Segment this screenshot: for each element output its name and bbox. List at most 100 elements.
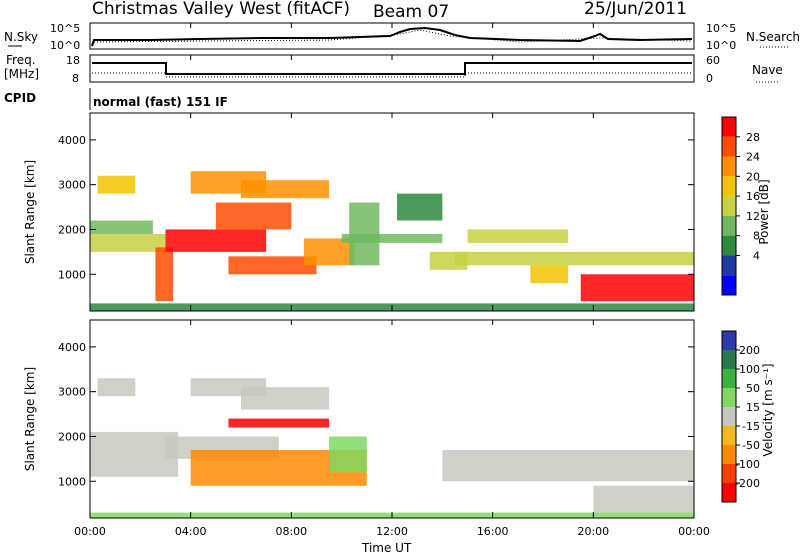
noise-search-trace: [93, 29, 693, 43]
power-region-10: [341, 233, 443, 243]
power-colorbar-swatch: [722, 156, 736, 177]
power-region-8: [228, 256, 317, 275]
velocity-y-axis-label: Slant Range [km]: [23, 367, 37, 471]
power-region-3: [155, 247, 174, 302]
power-colorbar-swatch: [722, 117, 736, 137]
beam-label: Beam 07: [373, 2, 449, 22]
y-tick-label: 4000: [58, 134, 86, 147]
velocity-colorbar-swatch: [722, 350, 736, 369]
power-region-2: [97, 175, 136, 194]
frequency-trace: [92, 62, 692, 75]
power-colorbar-tick-label: 28: [746, 131, 760, 144]
power-colorbar-tick-label: 24: [746, 151, 760, 164]
cpid-label: CPID: [4, 91, 36, 105]
time-x-axis: 00:00 04:00 08:00 12:00 16:00 20:00 00:00: [74, 23, 710, 538]
velocity-y-axis: 4000 3000 2000 1000: [58, 341, 694, 488]
velocity-panel: 4000 3000 2000 1000 Slant Range [km]: [23, 319, 695, 519]
freq-left-tick-bottom: 8: [72, 72, 79, 85]
power-colorbar-tick-label: 8: [753, 230, 760, 243]
velocity-region-0: [90, 431, 179, 477]
nave-label: Nave: [752, 63, 783, 77]
noise-sky-trace: [91, 26, 693, 47]
power-region-14: [454, 251, 694, 266]
velocity-region-1: [97, 378, 136, 397]
power-colorbar-swatch: [722, 176, 736, 197]
velocity-region-7: [329, 436, 367, 473]
cpid-mode-text: normal (fast) 151 IF: [93, 95, 228, 109]
power-region-11: [349, 202, 380, 266]
x-tick-label: 20:00: [577, 525, 609, 538]
velocity-colorbar-frame: [721, 330, 737, 503]
y-tick-label: 1000: [58, 268, 86, 281]
y-tick-label: 4000: [58, 341, 86, 354]
power-colorbar-swatch: [722, 136, 736, 157]
power-region-0: [90, 233, 166, 252]
velocity-region-4: [241, 387, 330, 410]
power-region-9: [303, 238, 355, 266]
velocity-colorbar-swatch: [722, 426, 736, 445]
freq-label-line2: [MHz]: [4, 67, 39, 81]
cpid-panel: CPID normal (fast) 151 IF: [4, 88, 228, 110]
power-colorbar-tick-label: 4: [753, 249, 760, 262]
power-colorbar-title: Power [dB]: [757, 179, 771, 244]
x-tick-label: 08:00: [275, 525, 307, 538]
power-region-17: [530, 265, 569, 284]
power-colorbar-tick-label: 16: [746, 190, 760, 203]
y-tick-label: 2000: [58, 430, 86, 443]
velocity-colorbar-swatch: [722, 407, 736, 426]
velocity-colorbar-tick-label: 100: [739, 363, 760, 376]
y-tick-label: 2000: [58, 223, 86, 236]
power-colorbar-swatch: [722, 215, 736, 236]
plot-title: Christmas Valley West (fitACF): [92, 0, 350, 19]
y-tick-label: 3000: [58, 386, 86, 399]
power-colorbar: 28 24 20 16 12 8 4: [721, 116, 760, 296]
frequency-panel: Freq. [MHz] 18 8 60 0 Nave: [4, 53, 783, 85]
y-tick-label: 3000: [58, 179, 86, 192]
power-y-axis-label: Slant Range [km]: [23, 160, 37, 264]
velocity-region-8: [442, 449, 694, 482]
power-y-axis: 4000 3000 2000 1000: [58, 134, 694, 281]
freq-left-tick-top: 18: [66, 54, 80, 67]
sky-right-tick-top: 10^5: [706, 22, 736, 35]
power-region-6: [215, 202, 292, 230]
velocity-colorbar-swatch: [722, 388, 736, 407]
power-colorbar-swatch: [722, 255, 736, 276]
velocity-colorbar-tick-label: 50: [746, 382, 760, 395]
sky-left-tick-bottom: 10^0: [50, 39, 80, 52]
x-tick-label: 04:00: [175, 525, 207, 538]
velocity-colorbar-tick-label: -50: [742, 439, 760, 452]
velocity-colorbar-swatch: [722, 464, 736, 483]
x-axis-label: Time UT: [361, 541, 412, 554]
y-tick-label: 1000: [58, 475, 86, 488]
date-label: 25/Jun/2011: [584, 0, 687, 19]
x-tick-label: 00:00: [74, 525, 106, 538]
power-colorbar-tick-label: 20: [746, 170, 760, 183]
power-colorbar-tick-label: 12: [746, 210, 760, 223]
sky-panel: N.Sky 10^5 10^0 10^5 10^0 N.Search: [4, 22, 800, 52]
velocity-colorbar-swatch: [722, 445, 736, 464]
velocity-colorbar-swatch: [722, 331, 736, 350]
freq-right-tick-top: 60: [706, 54, 720, 67]
search-label: N.Search: [746, 30, 800, 44]
freq-label-line1: Freq.: [6, 53, 36, 67]
freq-right-tick-bottom: 0: [706, 72, 713, 85]
velocity-region-9: [593, 485, 694, 513]
velocity-colorbar-tick-label: -100: [735, 458, 760, 471]
power-colorbar-swatch: [722, 235, 736, 256]
x-tick-label: 12:00: [376, 525, 408, 538]
power-colorbar-swatch: [722, 275, 736, 295]
velocity-colorbar-tick-label: -15: [742, 420, 760, 433]
velocity-region-5: [228, 418, 330, 428]
velocity-colorbar-swatch: [722, 483, 736, 502]
velocity-colorbar-tick-label: 200: [739, 344, 760, 357]
power-region-16: [580, 274, 694, 302]
power-colorbar-frame: [721, 116, 737, 296]
velocity-colorbar-tick-label: 15: [746, 401, 760, 414]
power-region-12: [397, 193, 443, 221]
velocity-colorbar: 200 100 50 15 -15 -50 -100 -200: [721, 330, 760, 503]
x-tick-label: 16:00: [477, 525, 509, 538]
power-region-4: [165, 229, 267, 252]
power-region-15: [467, 229, 569, 243]
velocity-colorbar-title: Velocity [m s⁻¹]: [761, 363, 775, 456]
